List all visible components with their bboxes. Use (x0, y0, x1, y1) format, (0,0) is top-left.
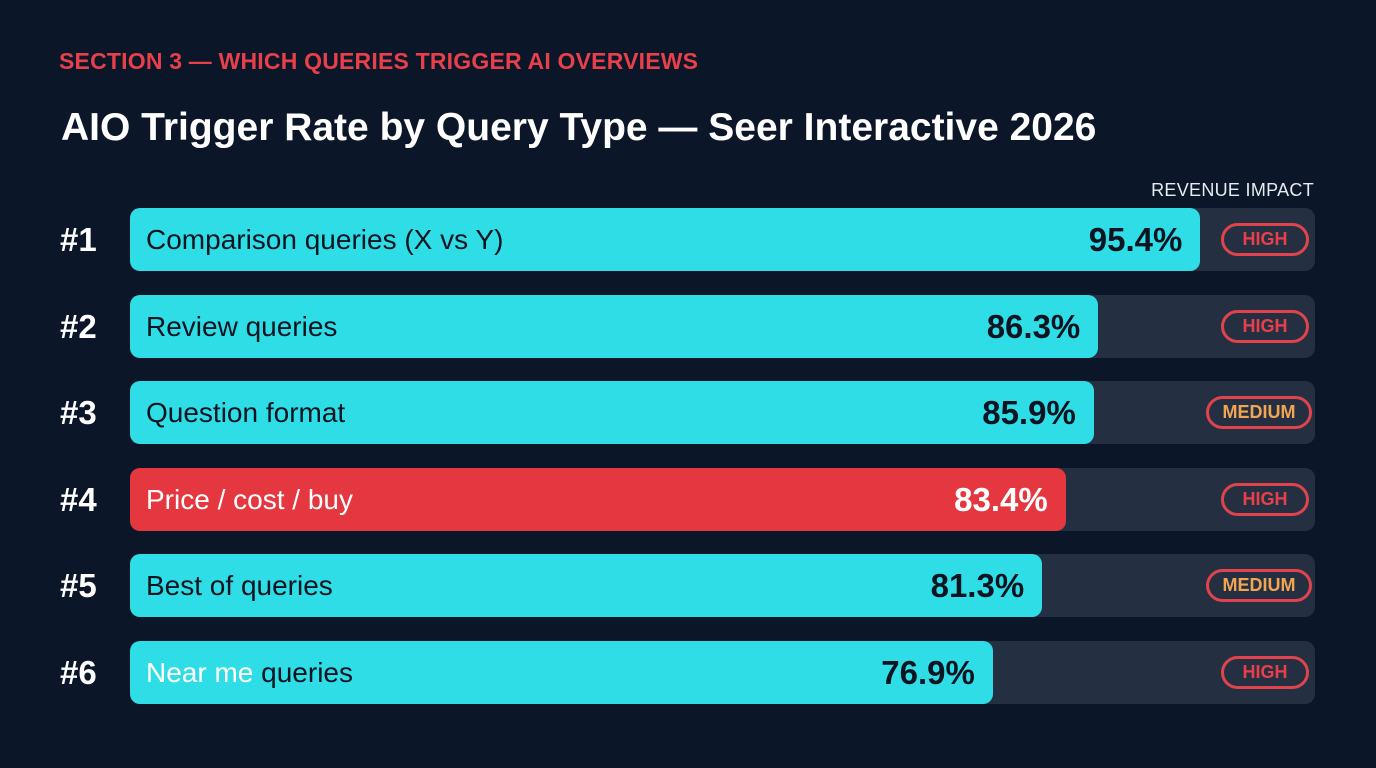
bar (130, 641, 993, 704)
value-label: 81.3% (930, 567, 1025, 605)
section-label: SECTION 3 — WHICH QUERIES TRIGGER AI OVE… (59, 48, 699, 74)
bar-row: #6 Near me queries 76.9% HIGH (0, 641, 1376, 704)
impact-badge: MEDIUM (1206, 396, 1312, 430)
bar-label: Review queries (146, 295, 337, 358)
bar-label: Question format (146, 381, 345, 444)
bar (130, 381, 1094, 445)
value-label: 76.9% (881, 654, 975, 691)
chart-title: AIO Trigger Rate by Query Type — Seer In… (61, 106, 1097, 149)
rank-label: #1 (60, 221, 97, 258)
bar-label-text: Comparison queries (X vs Y) (146, 224, 504, 255)
bar-label-text: Review queries (146, 310, 338, 342)
rank-label: #3 (60, 394, 97, 432)
bar-label-text: queries (261, 657, 353, 688)
impact-badge: HIGH (1221, 223, 1309, 256)
rank-label: #6 (60, 654, 97, 691)
bar-label-highlight: Near me (146, 657, 254, 688)
bar-label-text: Best of queries (146, 570, 333, 602)
bar-row: #2 Review queries 86.3% HIGH (0, 294, 1376, 358)
bar-label: Price / cost / buy (146, 468, 353, 531)
bar-row: #5 Best of queries 81.3% MEDIUM (0, 554, 1376, 618)
bar (130, 208, 1201, 271)
bar-label-text: Question format (146, 397, 346, 429)
rank-label: #4 (60, 480, 97, 518)
impact-badge: MEDIUM (1206, 569, 1312, 603)
value-label: 83.4% (954, 480, 1048, 518)
bar (130, 467, 1066, 531)
revenue-impact-header: REVENUE IMPACT (1151, 180, 1314, 200)
bar-label-text: Price / cost / buy (146, 483, 353, 515)
bar (130, 294, 1099, 358)
bar-label: Best of queries (146, 554, 333, 617)
bar-label: Comparison queries (X vs Y) (146, 208, 503, 271)
rank-label: #5 (60, 567, 97, 605)
bar-row: #1 Comparison queries (X vs Y) 95.4% HIGH (0, 208, 1376, 271)
value-label: 95.4% (1088, 221, 1183, 258)
impact-badge: HIGH (1221, 656, 1309, 689)
impact-badge: HIGH (1221, 482, 1309, 516)
bar (130, 554, 1043, 618)
bar-label: Near me queries (146, 641, 353, 704)
bar-row: #4 Price / cost / buy 83.4% HIGH (0, 467, 1376, 531)
impact-badge: HIGH (1221, 309, 1309, 343)
value-label: 86.3% (986, 307, 1081, 345)
value-label: 85.9% (982, 394, 1076, 432)
bar-row: #3 Question format 85.9% MEDIUM (0, 381, 1376, 445)
rank-label: #2 (60, 307, 97, 345)
